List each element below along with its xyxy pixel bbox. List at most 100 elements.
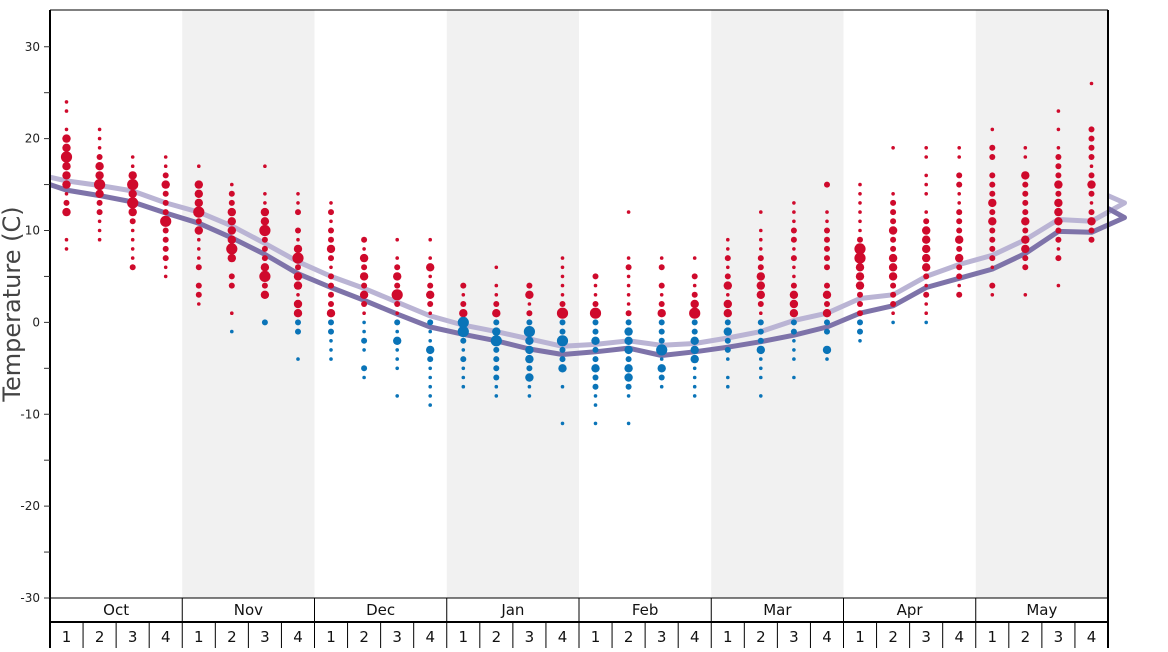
data-dot [989, 172, 996, 179]
data-dot [459, 309, 468, 318]
week-label: 2 [888, 628, 898, 646]
data-dot [328, 301, 334, 307]
data-dot [493, 356, 500, 363]
y-tick-label: 0 [32, 315, 40, 329]
data-dot [924, 173, 928, 178]
data-dot [724, 337, 731, 344]
data-dot [692, 384, 697, 389]
data-dot [96, 154, 103, 160]
data-dot [855, 281, 865, 290]
data-dot [427, 282, 434, 289]
data-dot [890, 291, 897, 298]
data-dot [956, 291, 963, 298]
data-dot [924, 210, 928, 214]
data-dot [924, 283, 928, 288]
data-dot [261, 245, 268, 252]
data-dot [326, 244, 336, 254]
data-dot [227, 207, 236, 217]
data-dot [130, 237, 135, 242]
data-dot [691, 328, 698, 335]
data-dot [858, 339, 862, 343]
data-dot [824, 264, 830, 271]
data-dot [162, 245, 169, 252]
data-dot [1054, 180, 1063, 189]
data-dot [690, 299, 699, 309]
data-dot [658, 264, 665, 271]
data-dot [62, 162, 71, 171]
data-dot [923, 291, 930, 298]
data-dot [560, 256, 565, 260]
data-dot [160, 215, 172, 227]
data-dot [625, 264, 632, 271]
data-dot [792, 210, 796, 214]
data-dot [792, 201, 796, 205]
data-dot [260, 207, 270, 217]
data-dot [858, 182, 862, 187]
data-dot [1055, 236, 1062, 243]
data-dot [658, 328, 665, 335]
data-dot [1088, 209, 1095, 216]
data-dot [461, 293, 466, 297]
data-dot [1055, 172, 1062, 179]
y-axis-label: Temperature (C) [0, 206, 26, 402]
data-dot [127, 197, 139, 209]
data-dot [130, 164, 135, 168]
data-dot [822, 345, 832, 355]
data-dot [428, 311, 433, 316]
data-dot [197, 164, 201, 168]
data-dot [428, 237, 433, 242]
data-dot [461, 375, 466, 380]
data-dot [296, 201, 300, 205]
data-dot [792, 348, 796, 352]
y-tick-label: 30 [25, 40, 40, 54]
data-dot [857, 236, 863, 243]
data-dot [1054, 217, 1063, 226]
data-dot [723, 327, 732, 336]
data-dot [394, 301, 401, 307]
data-dot [197, 256, 201, 260]
data-dot [230, 311, 234, 316]
data-dot [656, 344, 668, 356]
data-dot [361, 236, 368, 243]
data-dot [593, 283, 598, 288]
data-dot [592, 319, 599, 326]
month-label: Feb [632, 601, 659, 619]
data-dot [957, 192, 961, 196]
data-dot [890, 301, 897, 307]
data-dot [295, 264, 301, 271]
data-dot [492, 309, 501, 318]
data-dot [1055, 190, 1062, 197]
data-dot [624, 373, 633, 382]
axes: 30 20 10 0 -10 -20 -30 Oct 1 2 3 4 Nov 1 2 3 4 Dec 1 2 3 4 Jan… [20, 9, 1109, 648]
data-dot [790, 227, 797, 234]
data-dot [1022, 181, 1029, 188]
data-dot [890, 282, 897, 289]
data-dot [858, 228, 862, 233]
data-dot [1088, 135, 1095, 142]
data-dot [560, 384, 565, 389]
data-dot [824, 319, 830, 326]
data-dot [956, 209, 963, 216]
data-dot [292, 252, 304, 264]
data-dot [226, 243, 238, 255]
data-dot [990, 293, 995, 297]
data-dot [626, 274, 631, 279]
data-dot [1056, 247, 1061, 251]
data-dot [329, 348, 333, 352]
data-dot [1022, 255, 1029, 262]
data-dot [1056, 283, 1061, 288]
data-dot [592, 328, 599, 335]
data-dot [626, 210, 631, 214]
data-dot [792, 219, 796, 224]
data-dot [428, 366, 433, 371]
week-label: 4 [822, 628, 832, 646]
week-label: 4 [425, 628, 435, 646]
data-dot [461, 384, 466, 389]
data-dot [194, 180, 203, 189]
data-dot [558, 364, 567, 373]
data-dot [759, 366, 763, 371]
data-dot [989, 181, 996, 188]
data-dot [427, 356, 434, 363]
data-dot [692, 366, 697, 371]
